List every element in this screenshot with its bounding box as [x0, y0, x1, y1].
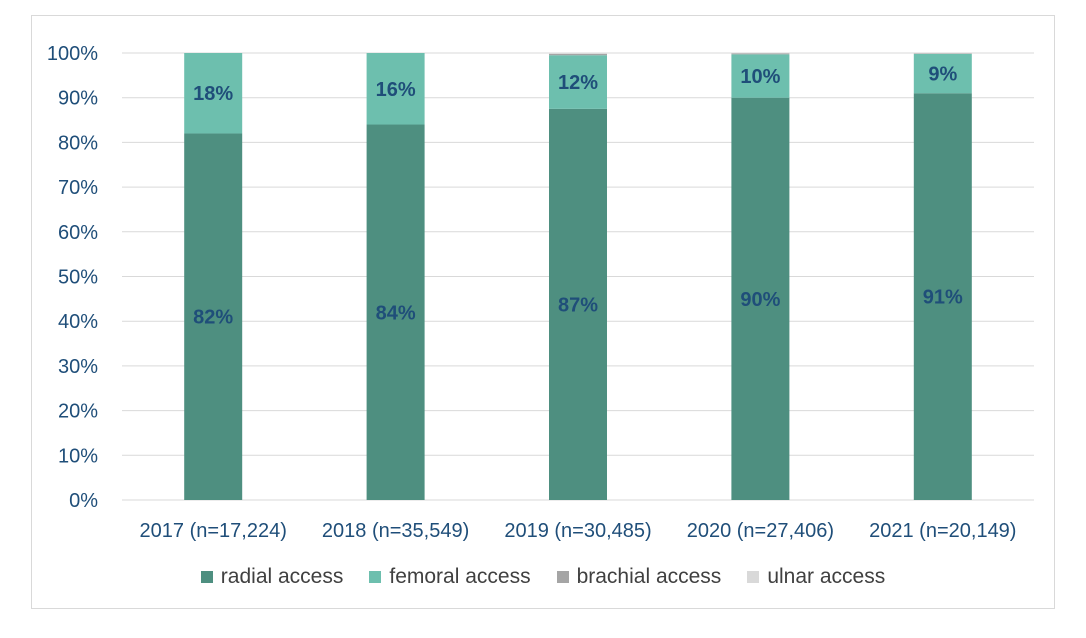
y-tick-label: 80%	[58, 132, 98, 154]
x-tick-label: 2017 (n=17,224)	[140, 520, 287, 542]
legend-swatch-radial	[200, 571, 213, 583]
data-label: 9%	[928, 64, 957, 86]
legend: radial access femoral access brachial ac…	[0, 562, 1086, 592]
data-label: 90%	[740, 289, 780, 311]
y-tick-label: 90%	[58, 88, 98, 110]
bar-segment	[549, 53, 607, 54]
x-tick-label: 2018 (n=35,549)	[322, 520, 469, 542]
bar-segment	[731, 54, 790, 98]
y-tick-label: 20%	[58, 401, 98, 423]
data-label: 12%	[558, 72, 598, 94]
data-label: 87%	[558, 294, 598, 316]
legend-swatch-ulnar	[747, 571, 760, 583]
bar-segment	[184, 133, 243, 500]
legend-swatch-brachial	[556, 571, 569, 583]
legend-swatch-femoral	[369, 571, 382, 583]
legend-label-ulnar: ulnar access	[767, 565, 886, 588]
data-label: 82%	[193, 307, 233, 329]
bar-segment	[731, 53, 790, 55]
y-tick-label: 70%	[58, 177, 98, 199]
data-label: 91%	[923, 287, 963, 309]
y-tick-label: 60%	[58, 222, 98, 244]
legend-item-ulnar: ulnar access	[747, 565, 885, 589]
x-tick-label: 2019 (n=30,485)	[504, 520, 651, 542]
bar-segment	[913, 53, 972, 94]
legend-label-radial: radial access	[220, 565, 344, 588]
x-tick-label: 2020 (n=27,406)	[687, 520, 834, 542]
legend-item-brachial: brachial access	[556, 565, 722, 589]
y-tick-label: 0%	[69, 490, 98, 512]
data-label: 10%	[740, 66, 780, 88]
y-tick-label: 100%	[47, 43, 98, 65]
data-label: 84%	[376, 302, 416, 324]
bar-segment	[731, 97, 790, 500]
data-label: 16%	[376, 79, 416, 101]
x-tick-label: 2021 (n=20,149)	[869, 520, 1016, 542]
data-label: 18%	[193, 83, 233, 105]
legend-label-brachial: brachial access	[576, 565, 722, 588]
bar-segment	[913, 93, 972, 500]
bar-segment	[366, 53, 425, 125]
y-tick-label: 50%	[58, 267, 98, 289]
bar-segment	[184, 53, 243, 134]
y-tick-label: 30%	[58, 356, 98, 378]
y-tick-label: 10%	[58, 445, 98, 467]
legend-label-femoral: femoral access	[389, 565, 531, 588]
y-tick-label: 40%	[58, 311, 98, 333]
bar-segment	[366, 124, 425, 501]
bar-segment	[549, 53, 607, 56]
bar-segment	[549, 55, 607, 109]
legend-item-femoral: femoral access	[369, 565, 531, 589]
bar-segment	[549, 108, 607, 500]
legend-item-radial: radial access	[200, 565, 344, 589]
